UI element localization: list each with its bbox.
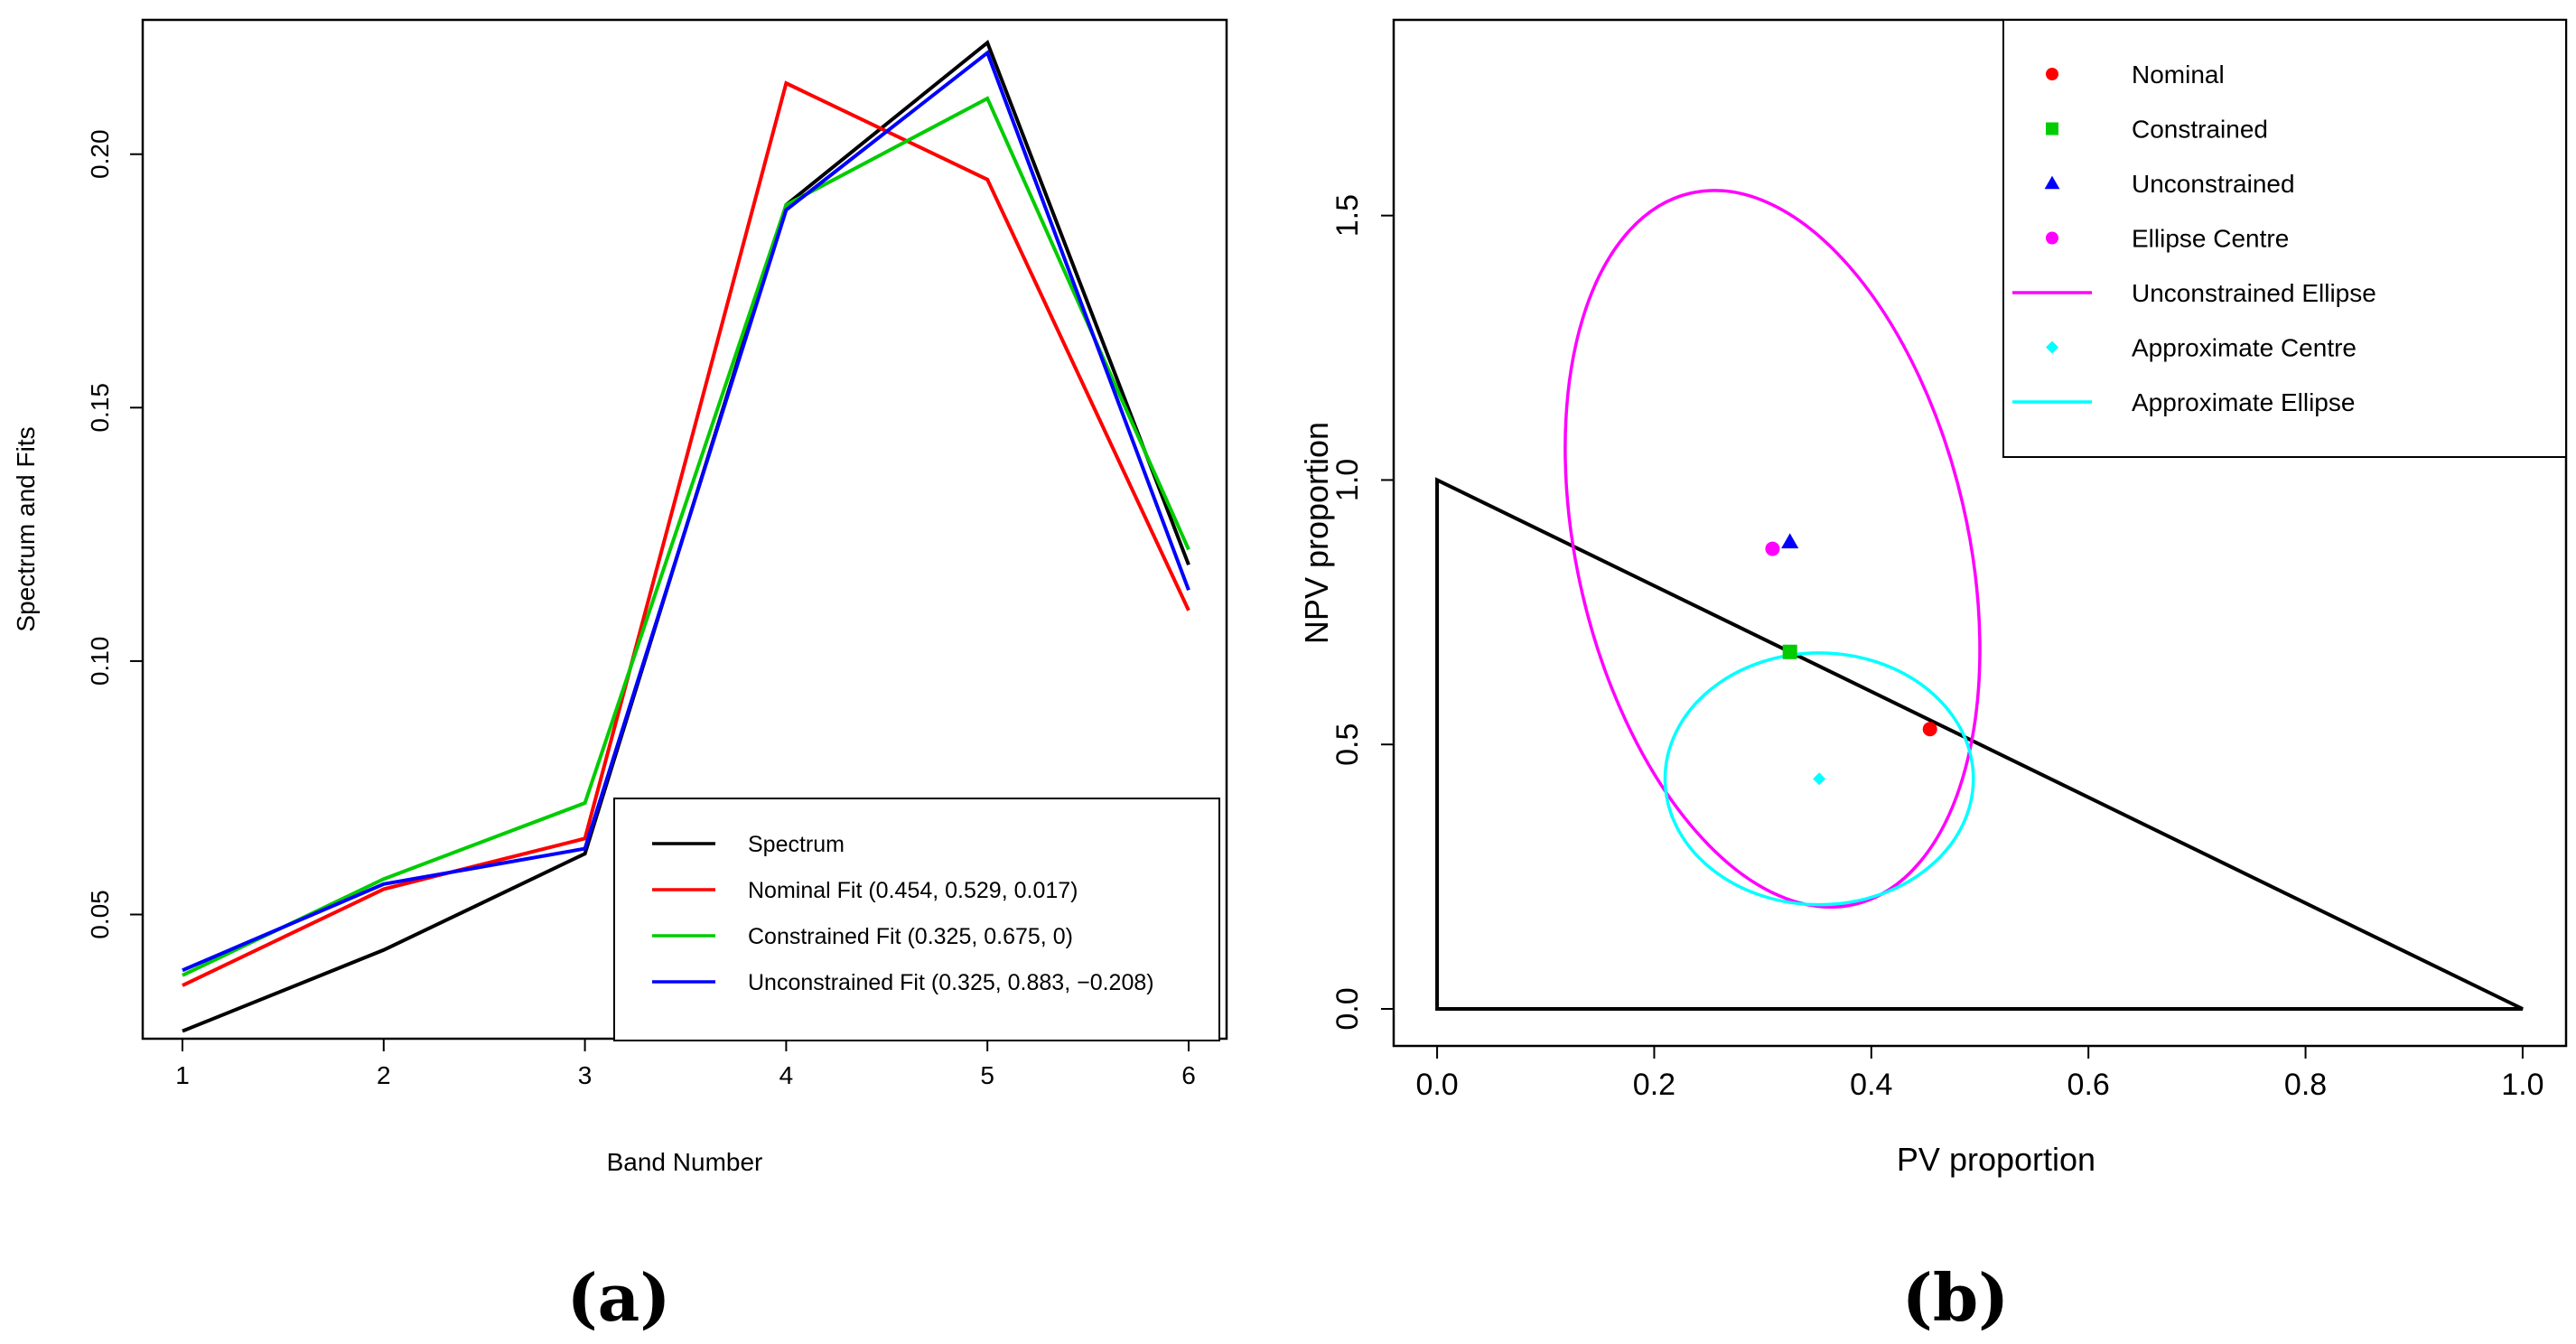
panel-b-legend-box xyxy=(2002,19,2567,458)
panel-b: 0.0 0.2 0.4 0.6 0.8 1.0 0.0 0.5 1.0 1.5 PV propo… xyxy=(1298,18,2568,1336)
panel-b-x-tick-label: 1.0 xyxy=(2501,1068,2543,1102)
panel-a-x-tick-label: 6 xyxy=(1181,1061,1196,1089)
constrained-point xyxy=(1782,644,1797,659)
panel-a-legend: Spectrum Nominal Fit (0.454, 0.529, 0.017… xyxy=(613,798,1220,1041)
legend-label: Constrained xyxy=(2132,116,2268,144)
legend-swatch-marker xyxy=(2046,122,2058,135)
panel-b-caption: (b) xyxy=(1902,1259,2010,1336)
legend-label: Nominal xyxy=(2132,61,2225,89)
panel-a: 1 2 3 4 5 6 0.05 0.10 0.15 0.20 Band Number Spec… xyxy=(12,18,1228,1336)
legend-label: Unconstrained Ellipse xyxy=(2132,279,2376,307)
panel-b-x-tick-label: 0.8 xyxy=(2284,1068,2327,1102)
panel-a-caption-letter: a xyxy=(598,1259,640,1336)
panel-a-y-tick-label: 0.10 xyxy=(86,637,114,686)
panel-a-y-tick-label: 0.15 xyxy=(86,383,114,433)
panel-b-caption-letter: b xyxy=(1933,1259,1978,1336)
panel-b-y-axis-label: NPV proportion xyxy=(1298,422,1335,644)
legend-label: Ellipse Centre xyxy=(2132,225,2289,253)
panel-b-y-tick-label: 1.5 xyxy=(1330,194,1365,237)
panel-b-x-tick-label: 0.0 xyxy=(1415,1068,1458,1102)
panel-a-y-ticks: 0.05 0.10 0.15 0.20 xyxy=(86,129,143,939)
unconstrained-point xyxy=(1781,533,1799,549)
legend-label: Nominal Fit (0.454, 0.529, 0.017) xyxy=(748,878,1078,903)
panel-b-y-tick-label: 1.0 xyxy=(1330,459,1365,501)
panel-a-legend-box xyxy=(613,798,1220,1041)
unconstrained-ellipse xyxy=(1563,189,1982,909)
panel-b-plot-frame xyxy=(1392,18,2568,1048)
legend-label: Approximate Ellipse xyxy=(2132,388,2355,416)
panel-b-x-tick-label: 0.2 xyxy=(1633,1068,1675,1102)
panel-a-x-tick-label: 2 xyxy=(377,1061,391,1089)
panel-a-x-tick-label: 3 xyxy=(578,1061,593,1089)
panel-b-x-tick-label: 0.4 xyxy=(1850,1068,1892,1102)
legend-swatch-marker xyxy=(2046,231,2058,245)
ellipse-centre-point xyxy=(1765,541,1780,556)
legend-swatch-marker xyxy=(2044,175,2060,190)
panel-b-legend: Nominal Constrained Unconstrained Ellipse C… xyxy=(2002,19,2567,458)
panel-b-y-ticks: 0.0 0.5 1.0 1.5 xyxy=(1330,194,1394,1031)
panel-b-x-ticks: 0.0 0.2 0.4 0.6 0.8 1.0 xyxy=(1415,1046,2544,1102)
simplex-triangle xyxy=(1435,477,2524,1012)
panel-a-series-lines xyxy=(182,39,1190,1033)
panel-a-caption: (a) xyxy=(567,1259,671,1336)
legend-label: Constrained Fit (0.325, 0.675, 0) xyxy=(748,924,1073,949)
series-line-nominal xyxy=(182,80,1190,987)
panel-b-x-axis-label: PV proportion xyxy=(1897,1141,2095,1178)
panel-a-y-axis-label: Spectrum and Fits xyxy=(12,426,40,631)
nominal-point xyxy=(1922,722,1937,737)
panel-a-y-tick-label: 0.05 xyxy=(86,890,114,939)
series-line-constrained xyxy=(182,96,1190,977)
panel-b-y-tick-label: 0.0 xyxy=(1330,987,1365,1030)
panel-b-x-tick-label: 0.6 xyxy=(2067,1068,2110,1102)
panel-b-plot-area xyxy=(1435,189,2524,1012)
legend-swatch-marker xyxy=(2046,341,2058,354)
panel-a-x-axis-label: Band Number xyxy=(607,1148,763,1176)
panel-a-x-tick-label: 5 xyxy=(980,1061,994,1089)
panel-b-y-tick-label: 0.5 xyxy=(1330,723,1365,766)
panel-a-y-tick-label: 0.20 xyxy=(86,129,114,179)
legend-swatch-marker xyxy=(2046,68,2058,80)
legend-label: Approximate Centre xyxy=(2132,334,2357,362)
approximate-centre-point xyxy=(1813,772,1826,786)
approximate-ellipse xyxy=(1663,651,1975,907)
legend-label: Spectrum xyxy=(748,832,845,857)
legend-label: Unconstrained xyxy=(2132,170,2295,198)
panel-a-x-tick-label: 4 xyxy=(779,1061,794,1089)
legend-label: Unconstrained Fit (0.325, 0.883, −0.208) xyxy=(748,970,1154,995)
panel-a-x-tick-label: 1 xyxy=(175,1061,190,1089)
series-line-unconstrained xyxy=(182,50,1190,973)
